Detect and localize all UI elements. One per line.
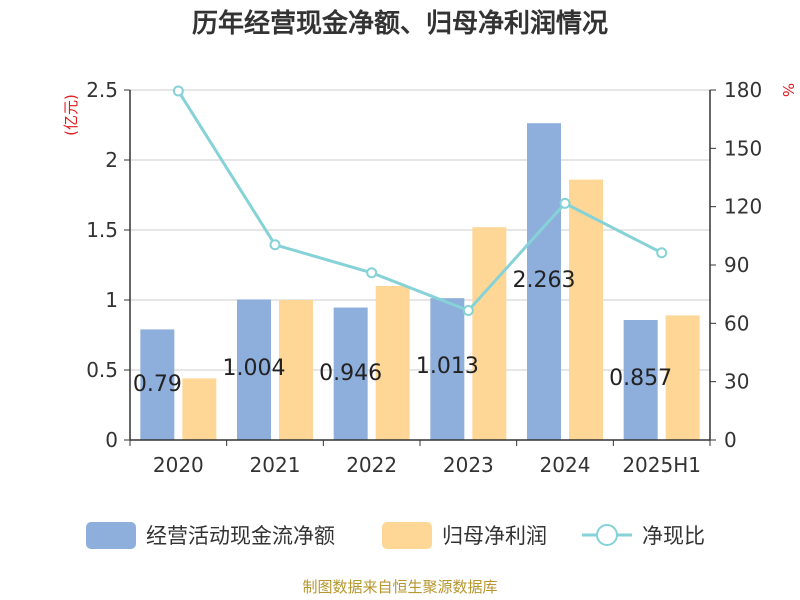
data-label: 1.013 — [416, 354, 479, 379]
left-tick-label: 0 — [105, 428, 118, 452]
right-axis-unit: % — [779, 83, 797, 97]
x-tick-label: 2021 — [250, 453, 301, 477]
bar-operating-cash-flow — [140, 329, 175, 440]
x-tick-label: 2020 — [153, 453, 204, 477]
right-tick-label: 0 — [724, 428, 737, 452]
legend-label-net-profit: 归母净利润 — [442, 524, 547, 548]
ratio-point — [172, 85, 184, 97]
x-tick-label: 2023 — [443, 453, 494, 477]
left-tick-label: 2 — [105, 148, 118, 172]
x-tick-label: 2022 — [346, 453, 397, 477]
left-axis-unit: (亿元) — [62, 94, 80, 136]
bar-net-profit — [665, 315, 700, 440]
x-tick-label: 2024 — [540, 453, 591, 477]
ratio-point — [656, 247, 668, 259]
ratio-point — [559, 197, 571, 209]
right-tick-label: 90 — [724, 253, 749, 277]
grid-lines — [130, 89, 710, 371]
data-label: 0.857 — [609, 366, 672, 391]
legend-swatch-ratio-marker — [596, 524, 618, 546]
bar-operating-cash-flow — [237, 299, 271, 440]
bar-operating-cash-flow — [333, 307, 368, 440]
ratio-point — [269, 239, 281, 251]
source-note: 制图数据来自恒生聚源数据库 — [302, 578, 497, 596]
legend-label-operating-cash-flow: 经营活动现金流净额 — [146, 524, 335, 548]
data-label: 1.004 — [223, 356, 286, 381]
right-tick-label: 30 — [724, 370, 749, 394]
data-label: 2.263 — [513, 268, 576, 293]
bar-net-profit — [569, 179, 603, 440]
legend-swatch-operating-cash-flow — [86, 522, 136, 549]
bar-operating-cash-flow — [527, 123, 561, 441]
bar-net-profit — [472, 227, 507, 440]
ratio-point — [462, 305, 474, 316]
data-labels: 0.79 1.004 0.946 1.013 2.263 0.857 — [133, 268, 672, 397]
left-tick-label: 1 — [105, 288, 118, 312]
x-tick-label: 2025H1 — [622, 453, 701, 477]
legend: 经营活动现金流净额 归母净利润 净现比 — [86, 522, 705, 549]
left-tick-label: 1.5 — [86, 218, 118, 242]
right-tick-label: 120 — [724, 195, 762, 219]
bar-net-profit — [182, 378, 217, 440]
chart-title: 历年经营现金净额、归母净利润情况 — [192, 8, 608, 39]
bars — [140, 123, 700, 441]
axes: 0 0.5 1 1.5 2 2.5 0 30 60 90 120 150 180 2020 2021 2022… — [86, 78, 762, 477]
data-label: 0.946 — [319, 361, 382, 386]
right-tick-label: 180 — [724, 78, 762, 102]
bar-net-profit — [279, 300, 313, 440]
bar-operating-cash-flow — [430, 298, 465, 440]
left-tick-label: 0.5 — [86, 358, 118, 382]
bar-operating-cash-flow — [623, 320, 658, 440]
legend-label-ratio: 净现比 — [642, 524, 705, 548]
ratio-line-path — [177, 90, 663, 313]
ratio-line — [172, 85, 668, 316]
right-tick-label: 60 — [724, 311, 749, 335]
right-tick-label: 150 — [724, 136, 762, 160]
data-label: 0.79 — [133, 372, 182, 397]
legend-swatch-net-profit — [382, 522, 432, 549]
ratio-point — [366, 267, 378, 279]
bar-net-profit — [375, 286, 410, 440]
left-tick-label: 2.5 — [86, 78, 118, 102]
